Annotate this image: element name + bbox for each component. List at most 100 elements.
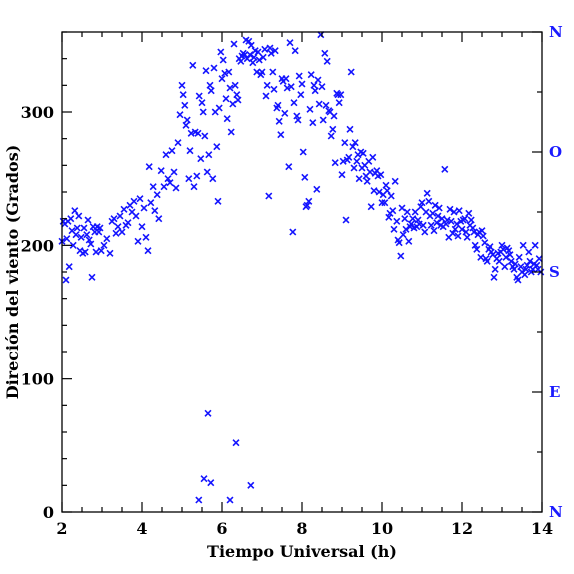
data-point <box>369 153 377 161</box>
data-point <box>390 225 398 233</box>
data-point <box>225 68 233 76</box>
data-point <box>112 229 120 237</box>
data-point <box>294 116 302 124</box>
data-point <box>241 51 249 59</box>
data-point <box>275 117 283 125</box>
data-point <box>149 183 157 191</box>
data-point <box>449 229 457 237</box>
data-point <box>114 223 122 231</box>
data-point <box>458 225 466 233</box>
data-point <box>178 81 186 89</box>
data-point <box>411 208 419 216</box>
data-point <box>431 201 439 209</box>
data-point <box>267 49 275 57</box>
data-point <box>307 71 315 79</box>
data-point <box>446 205 454 213</box>
data-point <box>202 67 210 75</box>
data-point <box>447 217 455 225</box>
data-point <box>338 171 346 179</box>
data-point <box>345 153 353 161</box>
data-point <box>506 251 514 259</box>
data-point <box>450 208 458 216</box>
data-point <box>83 231 91 239</box>
data-point <box>232 439 240 447</box>
data-point <box>519 241 527 249</box>
data-point <box>286 39 294 47</box>
data-point <box>253 68 261 76</box>
data-point <box>124 219 132 227</box>
data-point <box>245 37 253 45</box>
compass-label: E <box>549 383 560 401</box>
data-point <box>254 48 262 56</box>
compass-label: S <box>549 263 560 281</box>
x-tick-label: 8 <box>296 519 307 538</box>
data-point <box>168 147 176 155</box>
data-point <box>269 68 277 76</box>
plot-frame <box>61 31 543 513</box>
data-point <box>270 85 278 93</box>
data-point <box>207 479 215 487</box>
data-point <box>176 111 184 119</box>
data-point <box>381 199 389 207</box>
data-point <box>145 163 153 171</box>
data-point <box>473 245 481 253</box>
data-point <box>375 188 383 196</box>
data-point <box>259 53 267 61</box>
data-point <box>195 92 203 100</box>
data-point <box>218 75 226 83</box>
data-point <box>525 248 533 256</box>
data-point <box>193 172 201 180</box>
data-point <box>106 249 114 257</box>
data-point <box>435 204 443 212</box>
data-point <box>355 175 363 183</box>
data-point <box>219 56 227 64</box>
data-point <box>455 207 463 215</box>
y-tick-label: 300 <box>21 103 54 122</box>
data-point <box>359 149 367 157</box>
data-point <box>84 216 92 224</box>
data-point <box>97 247 105 255</box>
data-point <box>263 81 271 89</box>
data-point <box>215 104 223 112</box>
data-point <box>382 181 390 189</box>
x-tick-label: 6 <box>216 519 227 538</box>
data-point <box>526 257 534 265</box>
data-point <box>234 96 242 104</box>
data-point <box>490 273 498 281</box>
data-point <box>402 225 410 233</box>
data-point <box>425 197 433 205</box>
data-point <box>477 253 485 261</box>
data-point <box>246 51 254 59</box>
data-point <box>73 224 81 232</box>
data-point <box>495 257 503 265</box>
data-point <box>230 40 238 48</box>
data-point <box>181 101 189 109</box>
x-axis-title: Tiempo Universal (h) <box>207 542 397 561</box>
data-point <box>335 99 343 107</box>
data-point <box>305 197 313 205</box>
data-point <box>427 221 435 229</box>
data-point <box>69 241 77 249</box>
data-point <box>521 271 529 279</box>
data-point <box>330 112 338 120</box>
data-point <box>227 128 235 136</box>
data-point <box>418 199 426 207</box>
compass-label: N <box>549 23 563 41</box>
x-tick-label: 2 <box>56 519 67 538</box>
data-point <box>203 168 211 176</box>
data-point <box>391 177 399 185</box>
data-point <box>166 179 174 187</box>
data-point <box>118 228 126 236</box>
data-point <box>462 228 470 236</box>
x-tick-label: 14 <box>531 519 553 538</box>
data-point <box>233 91 241 99</box>
data-point <box>321 49 329 57</box>
data-point <box>531 241 539 249</box>
data-point <box>172 184 180 192</box>
data-point <box>157 167 165 175</box>
data-point <box>81 248 89 256</box>
data-point <box>453 220 461 228</box>
data-point <box>409 215 417 223</box>
data-point <box>198 99 206 107</box>
data-point <box>136 195 144 203</box>
